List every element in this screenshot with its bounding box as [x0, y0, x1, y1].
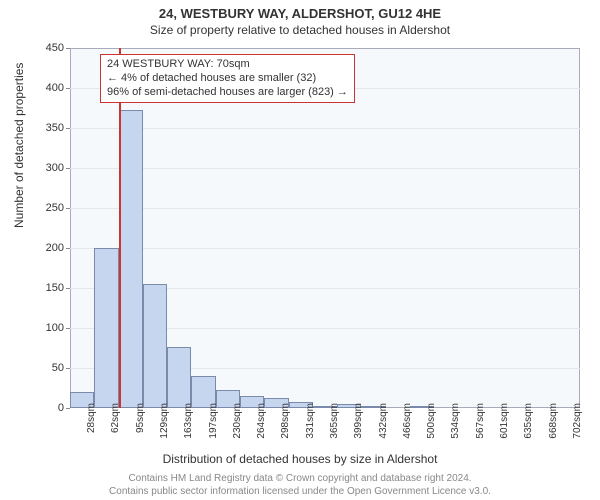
y-tick-label: 100 [4, 322, 64, 334]
y-tick-label: 450 [4, 42, 64, 54]
y-tick-mark [66, 128, 70, 129]
y-tick-label: 400 [4, 82, 64, 94]
x-tick-label: 197sqm [208, 403, 219, 439]
y-tick-mark [66, 48, 70, 49]
y-tick-mark [66, 288, 70, 289]
footer-line-2: Contains public sector information licen… [109, 486, 491, 497]
x-tick-label: 129sqm [159, 403, 170, 439]
gridline [70, 208, 580, 209]
y-tick-mark [66, 88, 70, 89]
x-tick-label: 230sqm [232, 403, 243, 439]
y-tick-label: 200 [4, 242, 64, 254]
annotation-callout: 24 WESTBURY WAY: 70sqm← 4% of detached h… [100, 54, 355, 103]
x-tick-label: 163sqm [183, 403, 194, 439]
y-tick-label: 0 [4, 402, 64, 414]
x-tick-label: 466sqm [402, 403, 413, 439]
x-tick-label: 298sqm [280, 403, 291, 439]
histogram-bar [143, 284, 167, 408]
x-tick-label: 702sqm [572, 403, 583, 439]
y-tick-mark [66, 408, 70, 409]
x-tick-label: 264sqm [256, 403, 267, 439]
x-tick-label: 365sqm [329, 403, 340, 439]
y-tick-label: 350 [4, 122, 64, 134]
x-tick-label: 432sqm [378, 403, 389, 439]
y-tick-mark [66, 328, 70, 329]
annotation-line: ← 4% of detached houses are smaller (32) [107, 72, 348, 86]
gridline [70, 248, 580, 249]
x-tick-label: 500sqm [426, 403, 437, 439]
y-tick-label: 150 [4, 282, 64, 294]
x-tick-label: 399sqm [353, 403, 364, 439]
x-tick-label: 601sqm [499, 403, 510, 439]
x-tick-label: 534sqm [450, 403, 461, 439]
page-title: 24, WESTBURY WAY, ALDERSHOT, GU12 4HE [0, 0, 600, 21]
y-tick-mark [66, 248, 70, 249]
x-axis-label: Distribution of detached houses by size … [0, 452, 600, 466]
annotation-line: 24 WESTBURY WAY: 70sqm [107, 58, 348, 72]
y-tick-mark [66, 168, 70, 169]
footer-attribution: Contains HM Land Registry data © Crown c… [0, 473, 600, 498]
histogram-bar [167, 347, 191, 408]
footer-line-1: Contains HM Land Registry data © Crown c… [128, 473, 471, 484]
gridline [70, 168, 580, 169]
x-tick-label: 331sqm [305, 403, 316, 439]
histogram-bar [119, 110, 143, 408]
annotation-line: 96% of semi-detached houses are larger (… [107, 86, 348, 100]
gridline [70, 128, 580, 129]
y-tick-label: 50 [4, 362, 64, 374]
x-tick-label: 668sqm [548, 403, 559, 439]
y-tick-label: 250 [4, 202, 64, 214]
page-subtitle: Size of property relative to detached ho… [0, 21, 600, 37]
y-tick-mark [66, 208, 70, 209]
histogram-bar [94, 248, 118, 408]
histogram-chart: 05010015020025030035040045028sqm62sqm95s… [70, 48, 580, 408]
x-tick-label: 635sqm [523, 403, 534, 439]
x-tick-label: 567sqm [475, 403, 486, 439]
y-tick-label: 300 [4, 162, 64, 174]
y-tick-mark [66, 368, 70, 369]
